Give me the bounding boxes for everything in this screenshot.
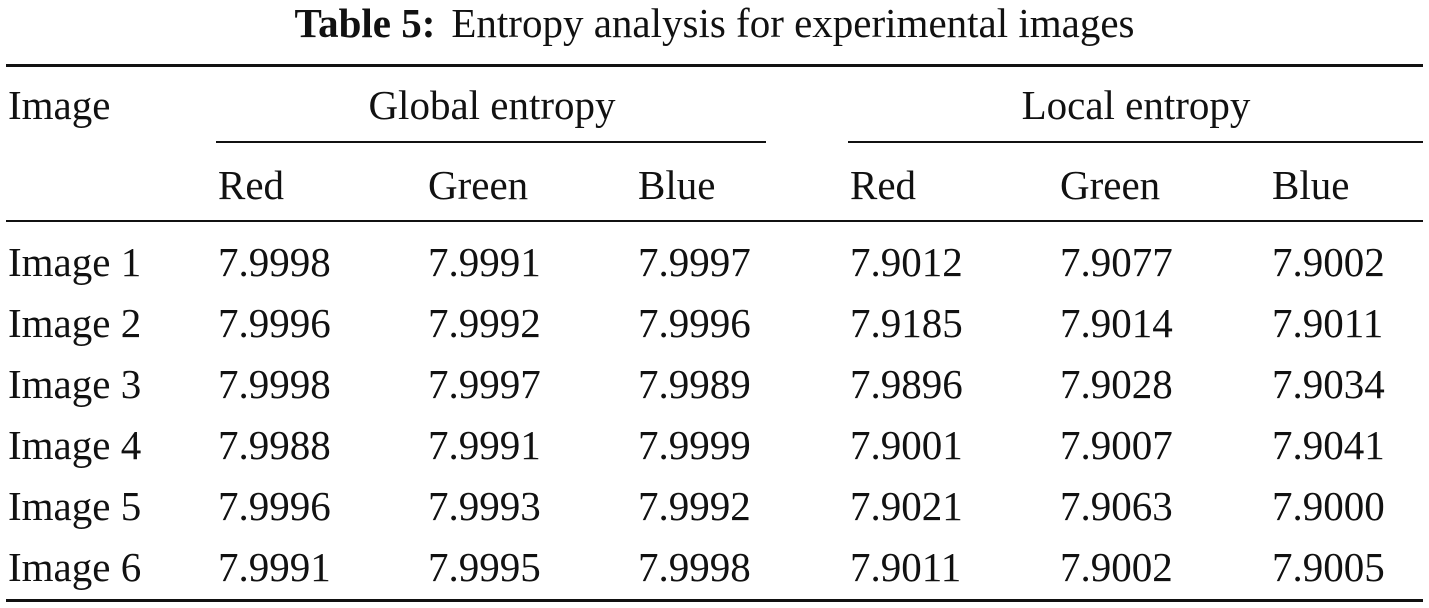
table-label: Table 5: (294, 0, 436, 46)
global-green-value: 7.9995 (428, 544, 541, 590)
local-green-value: 7.9028 (1060, 361, 1173, 407)
global-green-value: 7.9993 (428, 483, 541, 529)
global-green-value: 7.9992 (428, 300, 541, 346)
local-red-value: 7.9185 (850, 300, 963, 346)
top-rule (6, 64, 1423, 67)
global-blue-value: 7.9997 (638, 239, 751, 285)
global-red-value: 7.9996 (218, 300, 331, 346)
image-name: Image 1 (8, 239, 142, 285)
local-blue-value: 7.9041 (1272, 422, 1385, 468)
global-blue-value: 7.9996 (638, 300, 751, 346)
global-entropy-header: Global entropy (368, 82, 616, 128)
local-blue-value: 7.9000 (1272, 483, 1385, 529)
image-name: Image 3 (8, 361, 142, 407)
local-green-value: 7.9007 (1060, 422, 1173, 468)
local-green-value: 7.9063 (1060, 483, 1173, 529)
bottom-rule (6, 599, 1423, 602)
local-blue-value: 7.9034 (1272, 361, 1385, 407)
header-rule (6, 220, 1423, 222)
subheader-cell: Green (1060, 162, 1161, 208)
local-green-value: 7.9014 (1060, 300, 1173, 346)
global-green-value: 7.9991 (428, 422, 541, 468)
subheader-cell: Red (218, 162, 285, 208)
global-blue-value: 7.9999 (638, 422, 751, 468)
local-blue-value: 7.9005 (1272, 544, 1385, 590)
table-title: Entropy analysis for experimental images (451, 0, 1135, 46)
global-blue-value: 7.9992 (638, 483, 751, 529)
global-red-value: 7.9996 (218, 483, 331, 529)
global-red-value: 7.9998 (218, 361, 331, 407)
local-red-value: 7.9021 (850, 483, 963, 529)
local-red-value: 7.9011 (850, 544, 962, 590)
local-red-value: 7.9896 (850, 361, 963, 407)
local-red-value: 7.9012 (850, 239, 963, 285)
global-green-value: 7.9997 (428, 361, 541, 407)
image-column-header: Image (8, 82, 111, 128)
subheader-cell: Green (428, 162, 529, 208)
local-blue-value: 7.9011 (1272, 300, 1384, 346)
global-blue-value: 7.9998 (638, 544, 751, 590)
local-entropy-header: Local entropy (1021, 82, 1251, 128)
global-red-value: 7.9988 (218, 422, 331, 468)
table-caption: Table 5: Entropy analysis for experimenta… (0, 0, 1429, 52)
local-entropy-rule (848, 141, 1423, 143)
global-red-value: 7.9991 (218, 544, 331, 590)
subheader-cell: Blue (638, 162, 716, 208)
global-entropy-rule (216, 141, 766, 143)
subheader-cell: Blue (1272, 162, 1350, 208)
image-name: Image 6 (8, 544, 142, 590)
local-blue-value: 7.9002 (1272, 239, 1385, 285)
image-name: Image 4 (8, 422, 142, 468)
image-name: Image 2 (8, 300, 142, 346)
image-name: Image 5 (8, 483, 142, 529)
local-green-value: 7.9077 (1060, 239, 1173, 285)
global-blue-value: 7.9989 (638, 361, 751, 407)
subheader-cell: Red (850, 162, 917, 208)
global-green-value: 7.9991 (428, 239, 541, 285)
local-green-value: 7.9002 (1060, 544, 1173, 590)
global-red-value: 7.9998 (218, 239, 331, 285)
local-red-value: 7.9001 (850, 422, 963, 468)
